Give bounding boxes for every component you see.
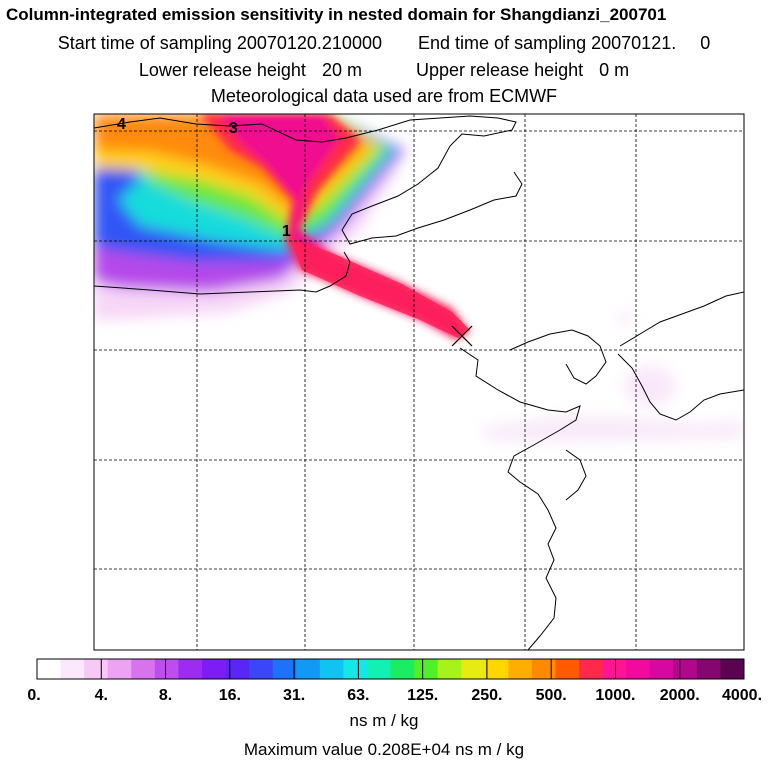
colorbar-swatch <box>201 659 227 679</box>
colorbar-swatch <box>579 659 604 679</box>
colorbar-swatch <box>296 659 321 679</box>
field-faint-east-2 <box>624 366 676 406</box>
colorbar-ticks: 0. 4. 8. 16. 31. 63. 125. 250. 500. 1000. 2000. 400… <box>27 659 762 704</box>
colorbar-swatch <box>319 659 344 679</box>
colorbar-swatch <box>626 659 651 679</box>
map-frame <box>93 113 745 651</box>
colorbar-units: ns m / kg <box>349 711 419 730</box>
colorbar-swatch <box>37 659 62 679</box>
colorbar-tick-label: 4000. <box>722 687 762 704</box>
max-value-units: ns m / kg <box>455 740 525 759</box>
colorbar-tick-label: 31. <box>283 687 305 704</box>
met-data-note: Meteorological data used are from ECMWF <box>210 86 558 106</box>
end-value: 20070121. <box>591 33 677 53</box>
colorbar-swatch <box>272 659 297 679</box>
map-title: Column-integrated emission sensitivity i… <box>6 5 667 24</box>
colorbar-tick-label: 125. <box>407 687 438 704</box>
colorbar-swatch <box>107 659 132 679</box>
colorbar-swatch <box>696 659 721 679</box>
sensitivity-field <box>94 114 744 442</box>
colorbar-swatch <box>437 659 462 679</box>
coastline-south <box>565 449 587 501</box>
lat-lon-grid <box>94 114 744 650</box>
maximum-value-line: Maximum value 0.208E+04 ns m / kg <box>0 740 768 760</box>
colorbar-tick-label: 250. <box>471 687 502 704</box>
start-value: 20070120.210000 <box>236 33 382 53</box>
colorbar-swatch <box>131 659 156 679</box>
colorbar-swatch <box>249 659 274 679</box>
colorbar-swatch <box>508 659 533 679</box>
coastline-peninsula <box>459 347 581 650</box>
field-faint-east <box>480 416 744 442</box>
colorbar-swatch <box>720 659 745 679</box>
upper-release-label: Upper release height <box>416 60 584 80</box>
colorbar-tick-label: 63. <box>347 687 369 704</box>
start-label: Start time of sampling <box>57 33 232 53</box>
colorbar-swatch <box>555 659 580 679</box>
sampling-times: Start time of sampling 20070120.210000 E… <box>0 32 768 54</box>
max-value: 0.208E+04 <box>367 740 451 759</box>
colorbar-swatch <box>390 659 415 679</box>
colorbar-swatch <box>84 659 109 679</box>
colorbar-swatch <box>343 659 368 679</box>
colorbar-swatch <box>366 659 391 679</box>
coastline-peninsula-east <box>509 329 607 385</box>
colorbar-swatch <box>178 659 203 679</box>
colorbar-swatch <box>602 659 627 679</box>
release-heights: Lower release height 20 m Upper release … <box>0 59 768 81</box>
colorbar-swatch <box>531 659 556 679</box>
coastline-korea <box>619 291 744 347</box>
coastline-north <box>94 115 523 245</box>
coastline-north-2 <box>94 251 351 295</box>
colorbar-tick-label: 500. <box>536 687 567 704</box>
trajectory-label-3: 3 <box>229 120 238 137</box>
colorbar-tick-label: 4. <box>95 687 108 704</box>
colorbar-swatch <box>649 659 674 679</box>
colorbar-swatch <box>60 659 85 679</box>
trajectory-label-4: 4 <box>117 116 126 133</box>
max-value-label: Maximum value <box>243 740 363 759</box>
colorbar-tick-label: 0. <box>27 687 40 704</box>
trajectory-label-1: 1 <box>282 223 291 240</box>
lower-release-value: 20 m <box>321 60 362 80</box>
colorbar-swatch <box>225 659 250 679</box>
colorbar-tick-label: 8. <box>159 687 172 704</box>
field-band-red <box>200 114 470 340</box>
end-extra: 0 <box>700 33 711 53</box>
colorbar-swatch <box>414 659 439 679</box>
coastlines <box>94 115 744 650</box>
field-faint-east-3 <box>618 312 634 324</box>
field-plume-core <box>290 238 470 338</box>
colorbar <box>36 658 745 680</box>
field-band-magenta <box>220 114 462 334</box>
colorbar-tick-label: 16. <box>219 687 241 704</box>
colorbar-swatch <box>461 659 486 679</box>
colorbar-tick-label: 2000. <box>660 687 700 704</box>
coastline-korea-2 <box>617 353 744 421</box>
end-label: End time of sampling <box>418 33 587 53</box>
colorbar-swatch <box>673 659 698 679</box>
colorbar-swatch <box>154 659 179 679</box>
upper-release-value: 0 m <box>599 60 630 80</box>
receptor-marker <box>451 325 473 347</box>
lower-release-label: Lower release height <box>138 60 306 80</box>
colorbar-swatch <box>484 659 509 679</box>
colorbar-tick-label: 1000. <box>595 687 635 704</box>
